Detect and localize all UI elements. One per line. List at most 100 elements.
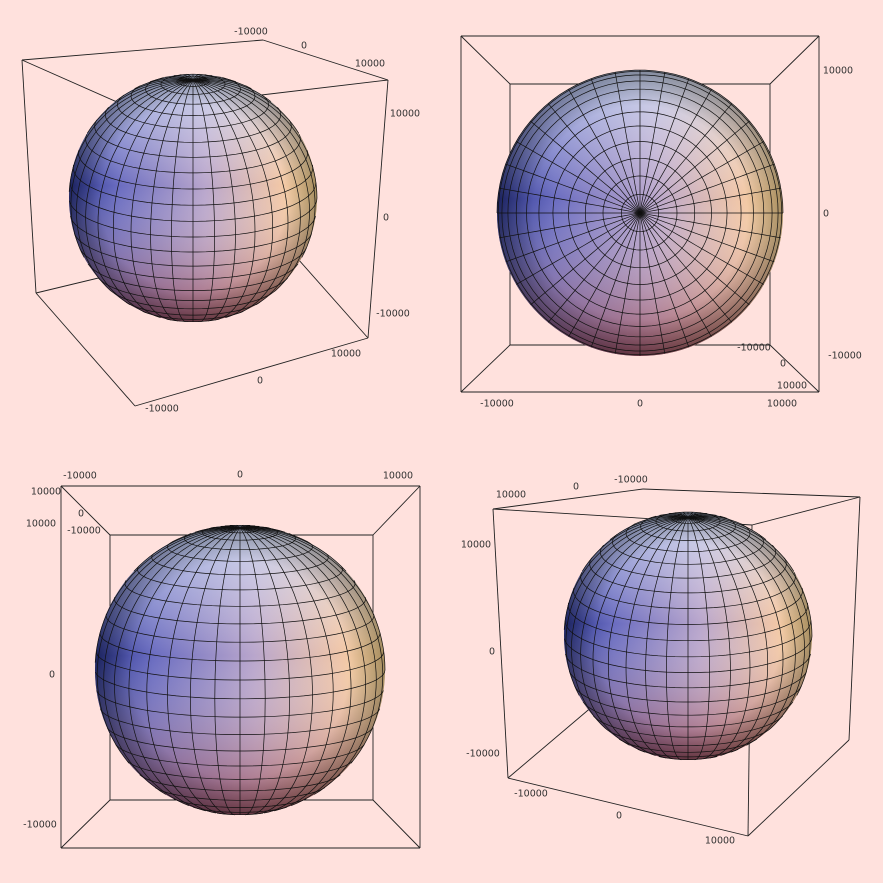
sphere-grid <box>74 233 312 267</box>
sphere-grid <box>95 669 386 700</box>
sphere-grid <box>139 774 341 792</box>
tick-label: 0 <box>780 359 786 370</box>
tick-label: 0 <box>301 41 307 52</box>
sphere-grid <box>150 80 194 322</box>
sphere-grid <box>130 85 256 116</box>
tick-label: 10000 <box>461 540 491 551</box>
sphere-grid <box>497 70 783 356</box>
tick-label: -10000 <box>67 526 101 537</box>
sphere-grid <box>568 212 641 337</box>
sphere-grid <box>645 517 689 760</box>
sphere-grid <box>614 212 641 354</box>
sphere-grid <box>687 517 751 759</box>
sphere-grid <box>655 511 721 532</box>
tick-label: -10000 <box>828 351 862 362</box>
sphere-grid <box>142 311 244 320</box>
box-edge <box>642 488 861 498</box>
sphere-grid <box>192 76 222 81</box>
sphere-grid <box>192 806 288 813</box>
tick-label: 0 <box>489 647 495 658</box>
sphere-grid <box>625 517 689 759</box>
tick-label: 0 <box>637 399 643 410</box>
sphere-grid <box>117 94 269 129</box>
box-edge <box>769 35 820 85</box>
sphere-grid <box>192 78 252 90</box>
sphere-grid <box>134 78 194 90</box>
tick-label: 10000 <box>390 109 420 120</box>
box-edge <box>848 496 861 741</box>
sphere-grid <box>609 516 689 540</box>
sphere-grid <box>192 79 256 321</box>
sphere-grid <box>526 99 754 327</box>
sphere-grid <box>564 620 812 658</box>
tick-label: 10000 <box>496 490 526 501</box>
tick-label: 0 <box>616 811 622 822</box>
sphere-grid <box>567 602 809 642</box>
sphere-grid <box>507 80 773 346</box>
sphere-grid <box>192 80 236 322</box>
sphere-grid <box>145 77 241 105</box>
sphere-grid <box>620 193 660 233</box>
sphere-grid <box>114 79 194 102</box>
sphere-grid <box>115 744 365 767</box>
sphere-grid <box>612 534 764 565</box>
box-edge <box>492 508 509 779</box>
tick-label: 10000 <box>331 349 361 360</box>
sphere-grid <box>103 527 241 795</box>
tick-label: -10000 <box>376 309 410 320</box>
sphere-grid <box>582 701 794 728</box>
sphere-grid <box>530 212 641 306</box>
sphere-grid <box>568 141 712 285</box>
sphere-grid <box>192 79 272 102</box>
sphere-grid <box>184 533 296 551</box>
tick-label: 0 <box>383 213 389 224</box>
tick-label: -10000 <box>23 820 57 831</box>
sphere-grid <box>515 88 765 338</box>
sphere-grid <box>639 212 666 354</box>
sphere-grid <box>99 633 381 662</box>
box-edge <box>507 777 749 837</box>
sphere-grid <box>239 525 256 529</box>
sphere-grid <box>505 212 641 263</box>
tick-label: -10000 <box>145 404 179 415</box>
sphere-grid <box>166 318 220 323</box>
sphere-grid <box>133 527 241 572</box>
box-edge <box>372 485 421 536</box>
box-edge <box>21 59 37 294</box>
sphere-grid <box>173 798 307 808</box>
sphere-grid <box>107 727 373 752</box>
sphere-grid <box>79 247 307 280</box>
sphere-grid <box>547 212 641 323</box>
sphere-grid <box>151 553 329 576</box>
sphere-grid <box>639 212 775 263</box>
sphere-grid <box>605 728 771 747</box>
sphere-grid <box>584 157 696 269</box>
tick-label: 0 <box>257 376 263 387</box>
tick-label: 10000 <box>705 836 735 847</box>
sphere-grid <box>94 527 241 663</box>
sphere-grid <box>687 516 767 540</box>
sphere-grid <box>538 111 742 315</box>
sphere-grid <box>589 557 787 594</box>
sphere-grid <box>640 515 736 541</box>
box-edge <box>262 39 389 81</box>
tick-label: -10000 <box>737 343 771 354</box>
sphere-grid <box>176 75 210 87</box>
sphere-grid <box>160 73 226 95</box>
box-edge <box>60 799 111 849</box>
tick-label: -10000 <box>614 475 648 486</box>
sphere-grid <box>593 715 783 738</box>
tick-label: -10000 <box>480 399 514 410</box>
sphere-grid <box>239 527 266 816</box>
sphere-grid <box>96 527 241 764</box>
box-edge <box>289 249 369 339</box>
sphere-grid <box>496 69 784 214</box>
sphere-grid <box>105 613 375 643</box>
tick-label: 0 <box>237 470 243 481</box>
sphere-grid <box>563 517 689 630</box>
sphere-grid <box>501 74 779 352</box>
sphere-grid <box>580 572 796 609</box>
sphere-grid <box>687 517 796 746</box>
sphere-grid <box>618 738 758 753</box>
